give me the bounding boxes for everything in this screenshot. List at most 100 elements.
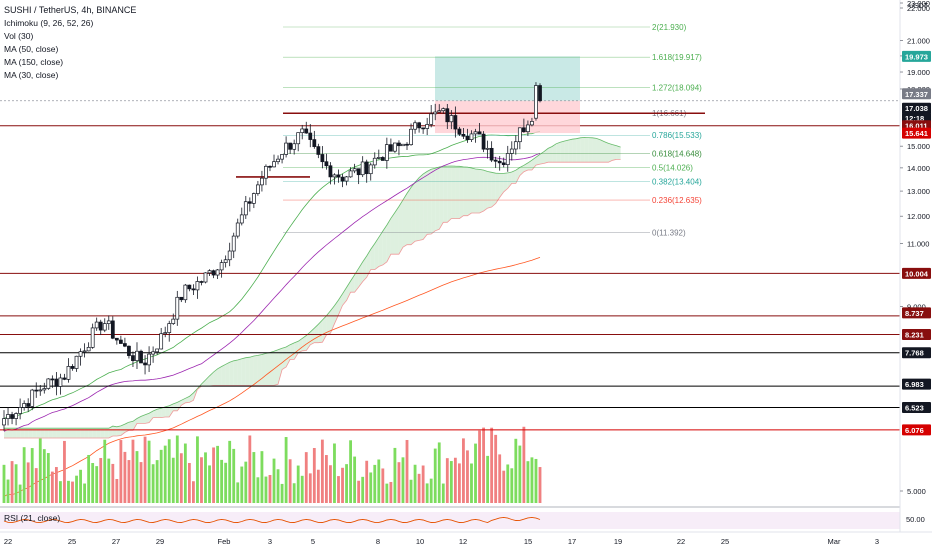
candle-body[interactable] bbox=[517, 127, 522, 143]
candle-body[interactable] bbox=[102, 323, 107, 331]
candle-body[interactable] bbox=[413, 122, 417, 130]
candle-body[interactable] bbox=[155, 348, 160, 353]
candle-body[interactable] bbox=[449, 115, 454, 123]
candle-body[interactable] bbox=[405, 143, 409, 146]
candle-body[interactable] bbox=[211, 270, 216, 276]
candle-body[interactable] bbox=[26, 403, 31, 407]
target-zone-box[interactable] bbox=[435, 56, 580, 101]
candle-body[interactable] bbox=[114, 337, 119, 341]
candle-body[interactable] bbox=[501, 162, 506, 165]
candle-body[interactable] bbox=[380, 157, 385, 161]
legend-ma150[interactable]: MA (150, close) bbox=[4, 57, 64, 67]
candle-body[interactable] bbox=[50, 378, 55, 381]
candle-body[interactable] bbox=[118, 339, 123, 344]
candle-body[interactable] bbox=[417, 122, 421, 129]
candle-body[interactable] bbox=[437, 110, 442, 113]
candle-body[interactable] bbox=[251, 193, 256, 204]
candle-body[interactable] bbox=[312, 139, 317, 147]
candle-body[interactable] bbox=[223, 259, 228, 263]
candle-body[interactable] bbox=[171, 318, 176, 324]
candle-body[interactable] bbox=[509, 148, 514, 154]
candle-body[interactable] bbox=[364, 161, 369, 175]
candle-body[interactable] bbox=[429, 113, 434, 125]
candle-body[interactable] bbox=[320, 154, 325, 163]
candle-body[interactable] bbox=[256, 184, 260, 194]
candle-body[interactable] bbox=[175, 296, 180, 320]
candle-body[interactable] bbox=[264, 165, 268, 179]
candle-body[interactable] bbox=[409, 128, 413, 146]
candle-body[interactable] bbox=[207, 270, 212, 274]
candle-body[interactable] bbox=[167, 323, 172, 333]
candle-body[interactable] bbox=[356, 168, 361, 176]
candle-body[interactable] bbox=[98, 321, 103, 331]
candle-body[interactable] bbox=[433, 111, 438, 115]
candle-body[interactable] bbox=[151, 351, 155, 355]
candle-body[interactable] bbox=[191, 288, 196, 291]
candle-body[interactable] bbox=[18, 407, 23, 414]
candle-body[interactable] bbox=[6, 414, 10, 419]
candle-body[interactable] bbox=[453, 115, 458, 130]
candle-body[interactable] bbox=[425, 124, 430, 129]
candle-body[interactable] bbox=[227, 250, 232, 261]
legend-ma50[interactable]: MA (50, close) bbox=[4, 44, 59, 54]
candle-body[interactable] bbox=[344, 176, 349, 182]
candle-body[interactable] bbox=[131, 355, 135, 361]
candle-body[interactable] bbox=[505, 153, 510, 165]
main-pane[interactable]: 2(21.930)1.618(19.917)1.272(18.094)1(16.… bbox=[0, 23, 900, 503]
candle-body[interactable] bbox=[272, 161, 276, 168]
candle-body[interactable] bbox=[187, 284, 192, 290]
candle-body[interactable] bbox=[489, 147, 494, 161]
candle-body[interactable] bbox=[231, 235, 236, 252]
candle-body[interactable] bbox=[284, 142, 288, 155]
candle-body[interactable] bbox=[485, 147, 490, 150]
candle-body[interactable] bbox=[477, 131, 482, 135]
candle-body[interactable] bbox=[538, 85, 542, 102]
candle-body[interactable] bbox=[62, 377, 67, 380]
candle-body[interactable] bbox=[183, 284, 188, 301]
candle-body[interactable] bbox=[74, 355, 79, 369]
candle-body[interactable] bbox=[268, 165, 272, 168]
candle-body[interactable] bbox=[14, 413, 18, 419]
candle-body[interactable] bbox=[384, 144, 389, 161]
candle-body[interactable] bbox=[239, 214, 244, 224]
candle-body[interactable] bbox=[54, 378, 59, 387]
candle-body[interactable] bbox=[292, 143, 297, 150]
candle-body[interactable] bbox=[195, 281, 200, 291]
candle-body[interactable] bbox=[179, 296, 184, 301]
candle-body[interactable] bbox=[376, 157, 381, 159]
candle-body[interactable] bbox=[481, 133, 486, 150]
candle-body[interactable] bbox=[135, 350, 139, 361]
candle-body[interactable] bbox=[360, 161, 365, 176]
candle-body[interactable] bbox=[2, 418, 6, 426]
candle-body[interactable] bbox=[445, 108, 450, 123]
candle-body[interactable] bbox=[78, 351, 83, 357]
candle-body[interactable] bbox=[163, 332, 168, 335]
candle-body[interactable] bbox=[58, 377, 63, 387]
candle-body[interactable] bbox=[70, 366, 75, 369]
candle-body[interactable] bbox=[22, 403, 27, 408]
candle-body[interactable] bbox=[90, 327, 95, 348]
candle-body[interactable] bbox=[304, 128, 309, 134]
candle-body[interactable] bbox=[82, 350, 87, 353]
candle-body[interactable] bbox=[348, 170, 353, 178]
candle-body[interactable] bbox=[493, 159, 498, 162]
rsi-pane[interactable]: 50.00 bbox=[0, 512, 925, 529]
candle-body[interactable] bbox=[147, 353, 151, 366]
candle-body[interactable] bbox=[219, 262, 224, 271]
candle-body[interactable] bbox=[324, 161, 329, 167]
candle-body[interactable] bbox=[336, 174, 341, 178]
candle-body[interactable] bbox=[461, 133, 466, 137]
candle-body[interactable] bbox=[260, 177, 264, 186]
legend-ichimoku[interactable]: Ichimoku (9, 26, 52, 26) bbox=[4, 18, 94, 28]
candle-body[interactable] bbox=[389, 144, 393, 152]
candle-body[interactable] bbox=[30, 389, 35, 407]
candle-body[interactable] bbox=[457, 128, 462, 135]
candle-body[interactable] bbox=[316, 146, 321, 155]
candle-body[interactable] bbox=[280, 154, 284, 160]
candle-body[interactable] bbox=[513, 141, 518, 150]
candle-body[interactable] bbox=[300, 128, 305, 134]
candle-body[interactable] bbox=[530, 121, 534, 126]
candle-body[interactable] bbox=[521, 127, 526, 133]
candle-body[interactable] bbox=[421, 127, 426, 130]
